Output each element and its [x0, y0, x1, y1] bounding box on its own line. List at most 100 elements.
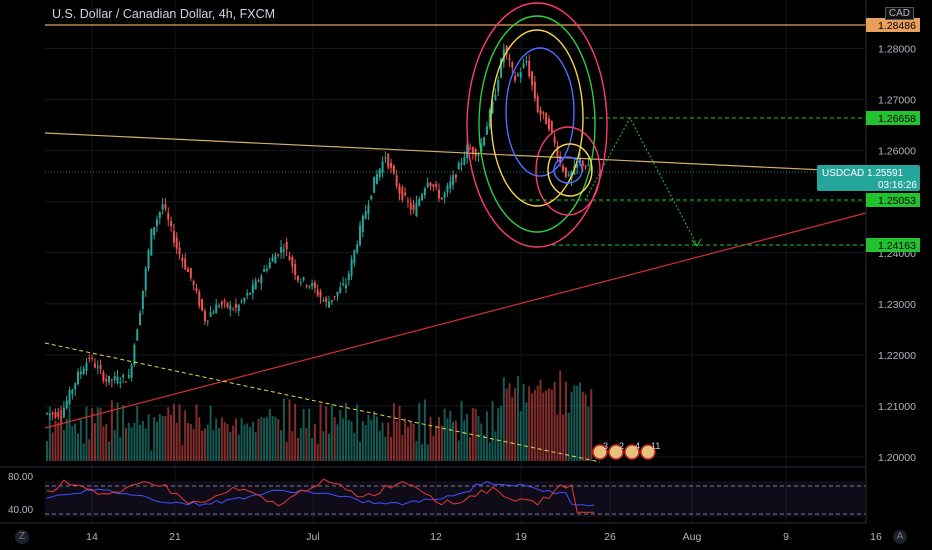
volume-bar [234, 418, 237, 461]
candle-body [260, 276, 263, 284]
fib-circle [547, 143, 593, 197]
candle-body [516, 74, 519, 76]
volume-bar [206, 424, 209, 461]
volume-bar [466, 413, 469, 461]
candle-body [390, 162, 393, 168]
candle-body [404, 192, 407, 196]
volume-bar [150, 450, 153, 461]
event-count: 3 [603, 441, 608, 451]
volume-bar [361, 420, 364, 461]
volume-bar [531, 393, 534, 461]
volume-bar [313, 423, 316, 461]
volume-bar [497, 408, 500, 461]
candle-body [576, 163, 579, 168]
candle-body [322, 300, 325, 302]
volume-bar [387, 422, 390, 461]
support-line [44, 212, 867, 429]
price-label-text: 1.26658 [878, 113, 916, 125]
candle-body [158, 212, 161, 219]
volume-bar [209, 405, 212, 461]
volume-bar [299, 428, 302, 461]
auto-scale-button[interactable]: A [893, 530, 907, 544]
candle-body [381, 161, 384, 173]
candle-body [584, 165, 587, 168]
volume-bar [226, 423, 229, 461]
volume-bar [339, 409, 342, 461]
price-tick: 1.23000 [878, 299, 916, 311]
candle-body [116, 376, 119, 383]
volume-bar [57, 422, 60, 461]
candle-body [108, 375, 111, 383]
volume-bar [423, 399, 426, 461]
volume-bar [500, 405, 503, 461]
candle-body [562, 165, 565, 171]
candle-body [344, 284, 347, 289]
volume-bar [477, 415, 480, 461]
candle-body [437, 189, 440, 199]
volume-bar [522, 383, 525, 461]
rsi-blue-line [46, 480, 595, 507]
flag-icon [608, 444, 624, 460]
volume-bar [519, 411, 522, 461]
volume-bar [91, 408, 94, 461]
candle-body [237, 304, 240, 311]
volume-bar [203, 428, 206, 461]
volume-bar [172, 404, 175, 461]
arrow-head [691, 238, 702, 247]
flag-icon [624, 444, 640, 460]
candle-body [319, 292, 322, 298]
candle-body [421, 194, 424, 200]
volume-bar [322, 431, 325, 461]
candle-body [265, 268, 268, 271]
time-tick: 26 [604, 531, 616, 543]
volume-bar [547, 388, 550, 461]
price-label-text: 1.28486 [878, 20, 916, 32]
volume-bar [170, 414, 173, 461]
candle-body [209, 312, 212, 317]
candle-body [296, 276, 299, 281]
volume-bar [353, 432, 356, 461]
candle-body [113, 376, 116, 381]
candle-body [249, 292, 252, 295]
candle-body [57, 412, 60, 417]
candle-body [77, 371, 80, 385]
volume-bar [280, 430, 283, 461]
candle-body [141, 290, 144, 310]
volume-bar [54, 420, 57, 461]
candle-body [285, 241, 288, 250]
candle-body [280, 246, 283, 253]
candle-body [587, 164, 590, 166]
candle-body [271, 257, 274, 262]
goto-button[interactable]: Z [15, 530, 29, 544]
volume-bar [373, 410, 376, 461]
currency-badge[interactable]: CAD [884, 7, 914, 20]
candle-body [454, 174, 457, 179]
candle-body [401, 187, 404, 201]
volume-bar [514, 388, 517, 461]
volume-bar [201, 430, 204, 461]
candle-body [46, 413, 48, 415]
volume-bar [218, 428, 221, 461]
candle-body [477, 154, 480, 156]
candle-body [277, 254, 280, 256]
volume-bar [319, 403, 322, 461]
volume-bar [79, 419, 82, 461]
volume-bar [370, 419, 373, 461]
volume-bar [533, 390, 536, 461]
volume-bar [398, 405, 401, 461]
candle-body [91, 357, 94, 359]
candle-body [364, 211, 367, 219]
volume-bar [294, 403, 297, 461]
candle-body [268, 261, 271, 268]
candle-body [198, 291, 201, 306]
volume-bar [432, 435, 435, 461]
volume-bar [550, 389, 553, 461]
fib-circle [466, 2, 608, 248]
price-tick: 1.27000 [878, 95, 916, 107]
price-label-tag [866, 111, 920, 125]
volume-bar [96, 407, 99, 461]
rsi-level-label: 40.00 [8, 505, 33, 516]
volume-bar [82, 443, 85, 461]
